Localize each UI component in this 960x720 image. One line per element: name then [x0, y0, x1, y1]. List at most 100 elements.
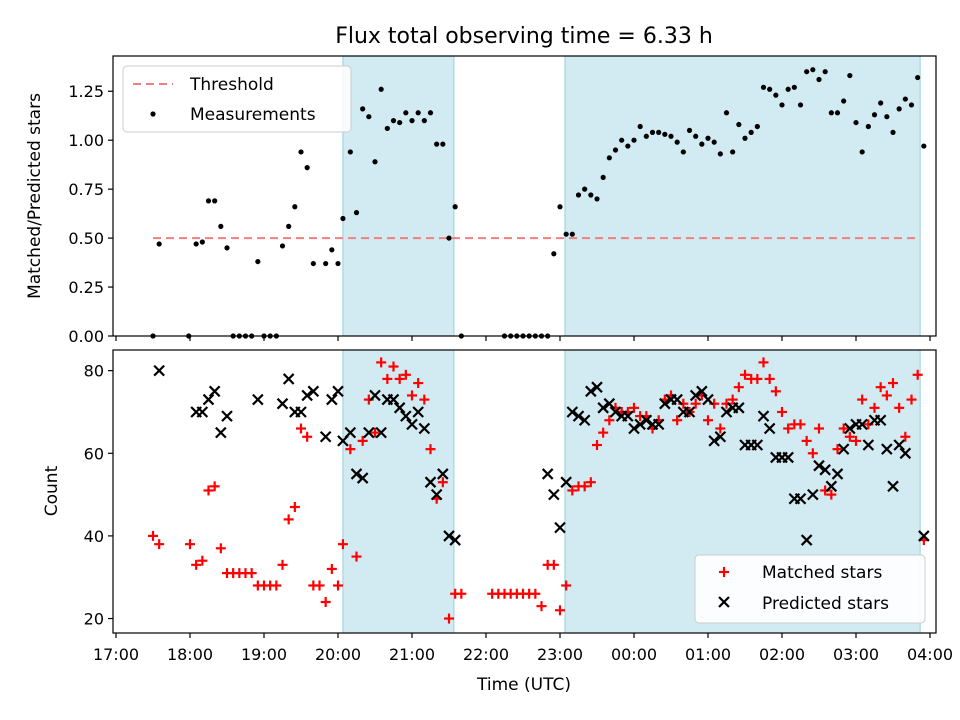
- matched-star-marker: [271, 580, 282, 591]
- measurement-point: [353, 210, 360, 216]
- matched-star-marker: [770, 386, 781, 397]
- top-observing-intervals: [342, 55, 921, 337]
- measurement-point: [693, 133, 699, 139]
- predicted-star-marker: [881, 443, 893, 455]
- legend-matched-label: Matched stars: [762, 563, 882, 583]
- measurement-point: [156, 241, 162, 247]
- measurement-point: [767, 86, 773, 92]
- predicted-star-marker: [825, 480, 838, 493]
- measurement-point: [415, 110, 421, 116]
- measurement-point: [594, 196, 600, 202]
- measurement-point: [896, 106, 902, 112]
- y-tick-label: 0.00: [68, 327, 104, 346]
- predicted-star-marker: [893, 439, 905, 451]
- measurement-point: [397, 119, 403, 126]
- predicted-star-marker: [406, 418, 418, 431]
- predicted-star-marker: [554, 521, 566, 534]
- predicted-star-marker: [918, 530, 930, 542]
- x-tick-label: 17:00: [93, 645, 139, 664]
- predicted-star-marker: [628, 422, 640, 435]
- matched-star-marker: [357, 435, 368, 446]
- matched-star-marker: [407, 390, 417, 401]
- predicted-star-marker: [541, 468, 554, 480]
- matched-star-marker: [289, 501, 300, 512]
- predicted-star-marker: [196, 406, 209, 418]
- predicted-star-marker: [276, 397, 289, 410]
- predicted-star-marker: [702, 393, 714, 406]
- chart-title: Flux total observing time = 6.33 h: [335, 24, 713, 49]
- matched-star-marker: [801, 435, 812, 446]
- matched-star-marker: [733, 382, 744, 393]
- top-axes-frame: [112, 55, 937, 337]
- matched-star-marker: [888, 378, 898, 389]
- measurement-point: [619, 137, 625, 143]
- matched-star-marker: [869, 402, 880, 413]
- measurement-point: [563, 231, 569, 237]
- matched-star-marker: [838, 423, 849, 434]
- observing-interval-shade: [564, 55, 921, 337]
- predicted-star-marker: [856, 418, 868, 431]
- matched-star-marker: [203, 485, 214, 496]
- matched-star-marker: [875, 382, 886, 393]
- predicted-star-marker: [696, 385, 708, 398]
- matched-star-marker: [154, 539, 165, 550]
- measurement-point: [834, 110, 841, 116]
- measurement-point: [785, 86, 791, 92]
- measurement-point: [582, 186, 588, 192]
- measurement-point: [329, 247, 335, 253]
- bottom-y-ticks: 20 40 60 80: [84, 362, 113, 629]
- measurement-point: [847, 72, 853, 79]
- predicted-star-marker: [782, 451, 794, 464]
- top-legend: Threshold Measurements: [122, 65, 352, 133]
- measurement-point: [816, 76, 822, 83]
- predicted-star-marker: [794, 492, 807, 505]
- measurement-point: [440, 141, 446, 147]
- y-tick-label: 1.00: [68, 131, 104, 150]
- x-tick-label: 23:00: [537, 645, 583, 664]
- x-tick-label: 20:00: [315, 645, 361, 664]
- predicted-star-marker: [221, 410, 233, 422]
- measurement-point: [760, 84, 767, 90]
- x-axis-label: Time (UTC): [476, 675, 571, 695]
- measurement-point: [908, 102, 915, 108]
- measurement-point: [822, 69, 828, 75]
- predicted-star-marker: [831, 468, 844, 480]
- x-tick-label: 04:00: [907, 645, 953, 664]
- measurement-point: [797, 102, 804, 108]
- measurement-point: [286, 223, 292, 229]
- count-panel: 20 40 60 80 17:00 18:00 19:00 20:00 21:00 22:00 2…: [42, 349, 953, 695]
- predicted-star-marker: [363, 426, 375, 439]
- predicted-star-marker: [449, 534, 461, 546]
- measurement-point: [292, 204, 298, 210]
- predicted-star-marker: [591, 381, 603, 393]
- matched-star-marker: [807, 448, 818, 459]
- ratio-panel: 0.00 0.25 0.50 0.75 1.00 1.25 Matched/Predict…: [25, 55, 937, 346]
- measurement-point: [403, 110, 409, 116]
- matched-star-marker: [382, 373, 393, 384]
- x-tick-label: 19:00: [241, 645, 287, 664]
- measurement-point: [853, 119, 859, 126]
- measurement-point: [921, 143, 927, 149]
- predicted-star-marker: [800, 534, 813, 546]
- legend-measurements-label: Measurements: [190, 105, 316, 125]
- measurement-point: [279, 243, 286, 249]
- measurement-point: [434, 141, 440, 147]
- matched-star-marker: [894, 402, 905, 413]
- predicted-star-marker: [375, 426, 387, 439]
- measurement-point: [323, 260, 329, 267]
- measurement-point: [298, 149, 304, 155]
- top-y-axis-label: Matched/Predicted stars: [25, 93, 45, 299]
- predicted-star-marker: [307, 385, 320, 398]
- predicted-star-marker: [819, 464, 831, 476]
- top-x-ticks: [115, 336, 931, 341]
- measurement-point: [218, 223, 224, 229]
- y-tick-label: 40: [84, 527, 104, 546]
- measurement-point: [915, 74, 921, 81]
- predicted-star-marker: [585, 385, 597, 398]
- y-tick-label: 0.50: [68, 229, 104, 248]
- matched-star-marker: [296, 423, 306, 434]
- legend-predicted-label: Predicted stars: [762, 594, 889, 614]
- matched-star-marker: [444, 613, 454, 624]
- measurement-point: [304, 165, 310, 171]
- matched-star-marker: [536, 601, 547, 612]
